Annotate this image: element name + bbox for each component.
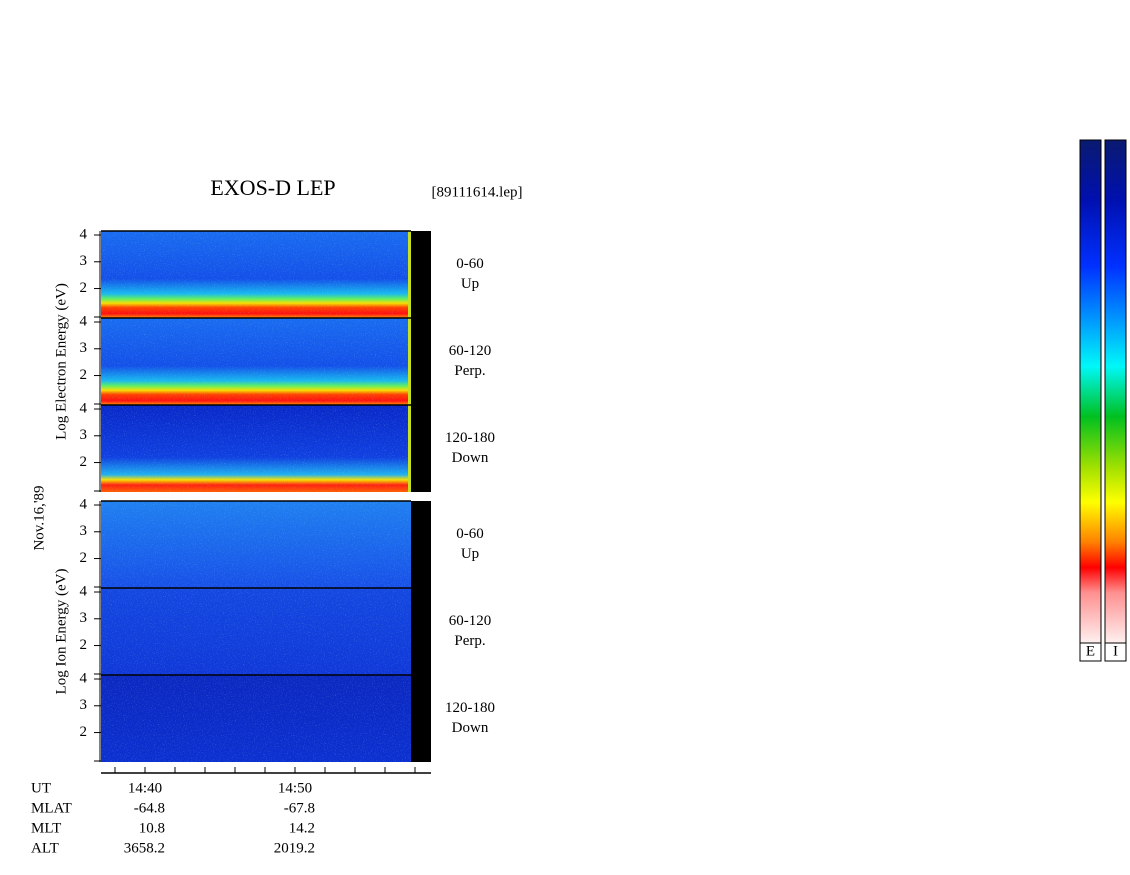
colorbar-label: E bbox=[1086, 643, 1095, 659]
axis-label: Log Ion Energy (eV) bbox=[53, 569, 69, 695]
y-tick-label: 4 bbox=[80, 226, 88, 242]
y-tick-label: 3 bbox=[80, 610, 88, 626]
orbit-value: 2019.2 bbox=[274, 840, 315, 856]
pitch-range: 60-120 bbox=[449, 343, 492, 359]
y-tick-label: 4 bbox=[80, 400, 88, 416]
spectrogram-noise bbox=[101, 318, 411, 405]
y-tick-label: 2 bbox=[80, 367, 88, 383]
y-tick-label: 2 bbox=[80, 550, 88, 566]
pitch-range: 0-60 bbox=[456, 256, 484, 272]
pitch-range: 120-180 bbox=[445, 430, 495, 446]
orbit-label: UT bbox=[31, 780, 51, 796]
pitch-range: 60-120 bbox=[449, 613, 492, 629]
y-tick-label: 4 bbox=[80, 583, 88, 599]
spectrogram-noise bbox=[101, 501, 411, 588]
no-data bbox=[411, 675, 431, 762]
y-tick-label: 2 bbox=[80, 724, 88, 740]
spectrogram-noise bbox=[101, 588, 411, 675]
colorbar-label-box bbox=[1079, 642, 1102, 662]
pitch-direction: Up bbox=[461, 546, 479, 562]
pitch-range: 0-60 bbox=[456, 526, 484, 542]
date: Nov.16,'89 bbox=[31, 485, 47, 550]
no-data bbox=[411, 318, 431, 405]
title: EXOS-D LEP bbox=[210, 175, 335, 200]
pitch-direction: Down bbox=[452, 450, 489, 466]
colorbar bbox=[1079, 139, 1102, 644]
no-data bbox=[411, 588, 431, 675]
colorbar-label-box bbox=[1104, 642, 1127, 662]
orbit-value: 3658.2 bbox=[124, 840, 165, 856]
edge-stripe bbox=[408, 405, 411, 492]
orbit-label: MLAT bbox=[31, 800, 72, 816]
no-data bbox=[411, 501, 431, 588]
pitch-direction: Down bbox=[452, 720, 489, 736]
pitch-direction: Up bbox=[461, 276, 479, 292]
orbit-value: 14:40 bbox=[128, 780, 162, 796]
orbit-value: -64.8 bbox=[134, 800, 165, 816]
spectrogram-noise bbox=[101, 231, 411, 318]
orbit-value: 10.8 bbox=[139, 820, 165, 836]
y-tick-label: 4 bbox=[80, 313, 88, 329]
no-data bbox=[411, 231, 431, 318]
y-tick-label: 2 bbox=[80, 454, 88, 470]
edge-stripe bbox=[408, 318, 411, 405]
y-tick-label: 3 bbox=[80, 340, 88, 356]
edge-stripe bbox=[408, 231, 411, 318]
orbit-value: 14:50 bbox=[278, 780, 312, 796]
colorbar bbox=[1104, 139, 1127, 644]
file-name: [89111614.lep] bbox=[432, 184, 523, 200]
y-tick-label: 3 bbox=[80, 697, 88, 713]
orbit-label: ALT bbox=[31, 840, 59, 856]
no-data bbox=[411, 405, 431, 492]
y-tick-label: 3 bbox=[80, 427, 88, 443]
y-tick-label: 3 bbox=[80, 523, 88, 539]
axis-label: Log Electron Energy (eV) bbox=[53, 283, 69, 440]
y-tick-label: 2 bbox=[80, 280, 88, 296]
pitch-direction: Perp. bbox=[454, 633, 485, 649]
pitch-direction: Perp. bbox=[454, 363, 485, 379]
y-tick-label: 2 bbox=[80, 637, 88, 653]
orbit-value: 14.2 bbox=[289, 820, 315, 836]
y-tick-label: 3 bbox=[80, 253, 88, 269]
spectrogram-noise bbox=[101, 675, 411, 762]
orbit-value: -67.8 bbox=[284, 800, 315, 816]
pitch-range: 120-180 bbox=[445, 700, 495, 716]
y-tick-label: 4 bbox=[80, 496, 88, 512]
spectrogram-noise bbox=[101, 405, 411, 492]
colorbar-label: I bbox=[1113, 643, 1118, 659]
orbit-label: MLT bbox=[31, 820, 61, 836]
y-tick-label: 4 bbox=[80, 670, 88, 686]
